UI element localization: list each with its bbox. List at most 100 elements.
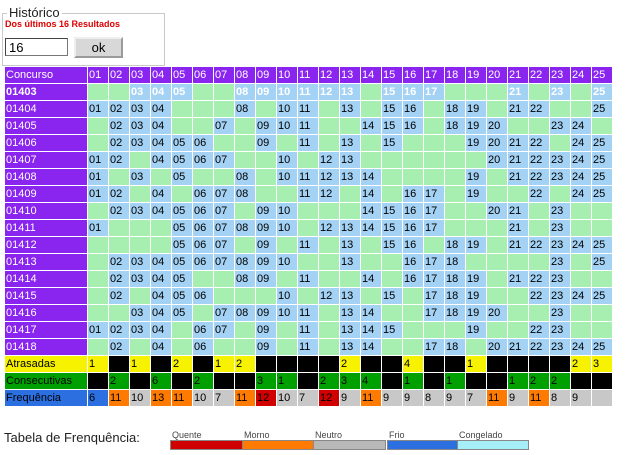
drawn-number-cell: 05	[172, 135, 192, 151]
drawn-number-cell: 08	[235, 271, 255, 287]
drawn-number-cell: 24	[571, 186, 591, 202]
empty-cell	[571, 101, 591, 117]
atrasadas-cell	[445, 356, 465, 372]
drawn-number-cell: 08	[235, 186, 255, 202]
consecutivas-cell: 2	[529, 373, 549, 389]
drawn-number-cell: 21	[508, 203, 528, 219]
results-count-input[interactable]	[5, 38, 68, 56]
frequencia-cell: 9	[382, 390, 402, 406]
draw-id: 01412	[5, 237, 87, 253]
draw-row: 01418 02 04 06 09 11 13 14 17 18 20 21 22 23 24 25	[5, 339, 612, 355]
drawn-number-cell: 19	[466, 271, 486, 287]
empty-cell	[214, 101, 234, 117]
legend-item-label: Morno	[244, 430, 270, 440]
frequencia-cell: 11	[109, 390, 129, 406]
drawn-number-cell: 13	[340, 135, 360, 151]
empty-cell	[88, 84, 108, 100]
empty-cell	[403, 305, 423, 321]
empty-cell	[382, 254, 402, 270]
header-row: Concurso 01 02 03 04 05 06 07 08 09 10 11 12 13 14 15 16…	[5, 67, 612, 83]
drawn-number-cell: 11	[298, 237, 318, 253]
drawn-number-cell: 04	[151, 84, 171, 100]
drawn-number-cell: 22	[529, 339, 549, 355]
drawn-number-cell: 24	[571, 237, 591, 253]
empty-cell	[361, 135, 381, 151]
atrasadas-cell	[256, 356, 276, 372]
drawn-number-cell: 13	[340, 220, 360, 236]
drawn-number-cell: 23	[550, 322, 570, 338]
drawn-number-cell: 25	[592, 101, 612, 117]
drawn-number-cell: 01	[88, 169, 108, 185]
empty-cell	[88, 135, 108, 151]
empty-cell	[88, 305, 108, 321]
draw-id: 01409	[5, 186, 87, 202]
legend-item-label: Quente	[172, 430, 202, 440]
draw-row: 01417 01 02 03 04 06 07 09 11 13 14 15 19 22 23	[5, 322, 612, 338]
drawn-number-cell: 09	[256, 271, 276, 287]
drawn-number-cell: 11	[298, 271, 318, 287]
empty-cell	[298, 254, 318, 270]
drawn-number-cell: 11	[298, 186, 318, 202]
empty-cell	[172, 101, 192, 117]
empty-cell	[130, 186, 150, 202]
frequencia-cell: 9	[403, 390, 423, 406]
empty-cell	[319, 254, 339, 270]
empty-cell	[235, 118, 255, 134]
drawn-number-cell: 15	[382, 288, 402, 304]
header-number: 22	[529, 67, 549, 83]
drawn-number-cell: 01	[88, 322, 108, 338]
consecutivas-cell	[424, 373, 444, 389]
empty-cell	[256, 186, 276, 202]
empty-cell	[235, 322, 255, 338]
drawn-number-cell: 02	[109, 118, 129, 134]
ok-button[interactable]: ok	[74, 37, 123, 58]
drawn-number-cell: 05	[172, 288, 192, 304]
consecutivas-cell: 1	[445, 373, 465, 389]
empty-cell	[298, 288, 318, 304]
empty-cell	[487, 84, 507, 100]
header-number: 18	[445, 67, 465, 83]
drawn-number-cell: 11	[298, 322, 318, 338]
drawn-number-cell: 20	[487, 203, 507, 219]
legend-swatch	[170, 440, 243, 450]
empty-cell	[172, 186, 192, 202]
empty-cell	[319, 339, 339, 355]
drawn-number-cell: 14	[361, 305, 381, 321]
drawn-number-cell: 09	[256, 339, 276, 355]
drawn-number-cell: 12	[319, 169, 339, 185]
drawn-number-cell: 10	[277, 84, 297, 100]
legend-item-quente: Quente	[170, 431, 243, 452]
drawn-number-cell: 09	[256, 305, 276, 321]
atrasadas-cell: 2	[571, 356, 591, 372]
empty-cell	[88, 118, 108, 134]
empty-cell	[466, 84, 486, 100]
drawn-number-cell: 13	[340, 169, 360, 185]
drawn-number-cell: 25	[592, 254, 612, 270]
drawn-number-cell: 21	[508, 271, 528, 287]
empty-cell	[235, 339, 255, 355]
drawn-number-cell: 17	[424, 339, 444, 355]
consecutivas-cell	[235, 373, 255, 389]
drawn-number-cell: 04	[151, 101, 171, 117]
drawn-number-cell: 07	[214, 186, 234, 202]
draw-row: 01414 02 03 04 05 08 09 11 14 16 17 18 19 21 22 23	[5, 271, 612, 287]
atrasadas-cell: 1	[214, 356, 234, 372]
frequencia-cell: 10	[277, 390, 297, 406]
frequencia-cell: 8	[424, 390, 444, 406]
drawn-number-cell: 10	[277, 152, 297, 168]
draw-id: 01413	[5, 254, 87, 270]
frequencia-cell: 9	[508, 390, 528, 406]
empty-cell	[403, 322, 423, 338]
empty-cell	[151, 237, 171, 253]
empty-cell	[361, 101, 381, 117]
drawn-number-cell: 09	[256, 118, 276, 134]
atrasadas-cell: 2	[172, 356, 192, 372]
legend-swatch	[313, 440, 386, 450]
atrasadas-row: Atrasadas 1 1 2 1 2 2 4 1 2 3	[5, 356, 612, 372]
drawn-number-cell: 14	[361, 118, 381, 134]
empty-cell	[193, 169, 213, 185]
drawn-number-cell: 25	[592, 169, 612, 185]
frequencia-cell: 9	[340, 390, 360, 406]
empty-cell	[256, 288, 276, 304]
atrasadas-cell	[487, 356, 507, 372]
